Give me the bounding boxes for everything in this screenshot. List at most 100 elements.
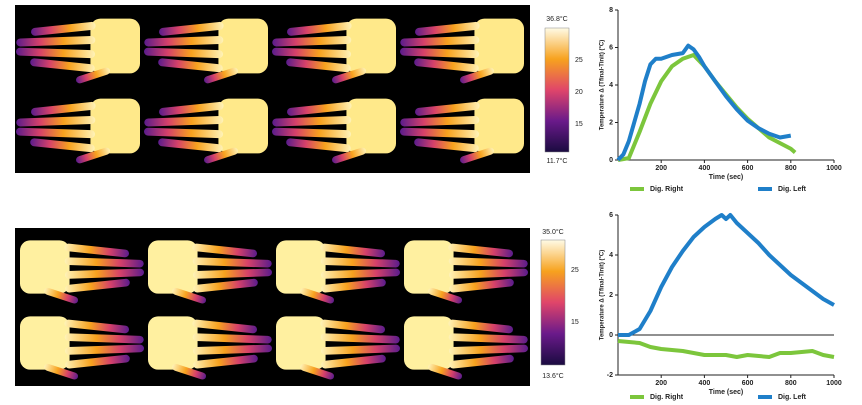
- hand: [144, 98, 268, 164]
- finger: [144, 116, 224, 127]
- finger: [31, 21, 96, 36]
- palm: [474, 18, 524, 74]
- finger: [158, 58, 223, 73]
- y-axis-label: Temperature Δ (Tfinal-Tinit) (°C): [600, 40, 606, 131]
- finger: [16, 47, 96, 59]
- finger: [287, 21, 352, 36]
- colorbar-tick: 15: [571, 319, 579, 326]
- colorbar-max: 35.0°C: [542, 228, 563, 236]
- y-tick-label: 6: [609, 212, 613, 219]
- hand: [276, 240, 400, 304]
- finger: [320, 319, 386, 334]
- x-tick-label: 1000: [826, 380, 842, 387]
- finger: [64, 268, 144, 279]
- palm: [90, 98, 140, 154]
- y-tick-label: 2: [609, 119, 613, 126]
- palm: [346, 98, 396, 154]
- palm: [90, 18, 140, 74]
- line-series: [617, 339, 835, 359]
- finger: [192, 257, 272, 268]
- x-tick-label: 200: [655, 165, 667, 172]
- finger: [321, 354, 386, 369]
- finger: [320, 257, 400, 268]
- palm: [218, 98, 268, 154]
- colorbar: [544, 27, 570, 153]
- finger: [321, 278, 386, 293]
- palm: [404, 240, 454, 294]
- x-tick-label: 1000: [826, 165, 842, 172]
- finger: [320, 333, 400, 344]
- thumb: [332, 147, 367, 164]
- finger: [192, 344, 272, 355]
- y-tick-label: 8: [609, 7, 613, 14]
- thumb: [460, 67, 495, 84]
- thumb: [76, 67, 111, 84]
- palm: [148, 240, 198, 294]
- legend-label: Dig. Left: [778, 394, 807, 401]
- legend-label: Dig. Left: [778, 186, 807, 193]
- finger: [16, 36, 96, 47]
- finger: [286, 138, 351, 153]
- hand: [148, 316, 272, 380]
- hand: [16, 18, 140, 84]
- thumb: [428, 287, 463, 304]
- x-tick-label: 800: [785, 380, 797, 387]
- hands: [16, 18, 528, 380]
- colorbar-tick: 25: [575, 57, 583, 64]
- finger: [448, 344, 528, 355]
- thumb: [44, 287, 79, 304]
- hand: [20, 316, 144, 380]
- finger: [320, 243, 386, 258]
- finger: [64, 243, 130, 258]
- thumb: [44, 363, 79, 380]
- legend-label: Dig. Right: [650, 186, 684, 193]
- hand: [20, 240, 144, 304]
- legend-label: Dig. Right: [650, 394, 684, 401]
- finger: [272, 36, 352, 47]
- finger: [192, 333, 272, 344]
- finger: [320, 268, 400, 279]
- palm: [20, 316, 70, 370]
- colorbar-tick: 15: [575, 121, 583, 128]
- colorbar-tick: 25: [571, 267, 579, 274]
- colorbar-max: 36.8°C: [546, 15, 567, 23]
- finger: [286, 58, 351, 73]
- finger: [144, 36, 224, 47]
- line-series: [618, 213, 835, 337]
- finger: [272, 127, 352, 139]
- finger: [144, 127, 224, 139]
- hand: [16, 98, 140, 164]
- x-tick-label: 400: [699, 165, 711, 172]
- finger: [449, 354, 514, 369]
- finger: [400, 36, 480, 47]
- hand: [404, 316, 528, 380]
- palm: [404, 316, 454, 370]
- finger: [414, 58, 479, 73]
- y-axis-label: Temperature Δ (Tfinal-Tinit) (°C): [600, 250, 606, 341]
- finger: [64, 319, 130, 334]
- finger: [448, 333, 528, 344]
- thumb: [172, 363, 207, 380]
- x-axis-label: Time (sec): [709, 389, 744, 396]
- palm: [474, 98, 524, 154]
- palm: [148, 316, 198, 370]
- hand: [400, 98, 524, 164]
- finger: [158, 138, 223, 153]
- finger: [64, 344, 144, 355]
- finger: [415, 101, 480, 116]
- x-tick-label: 600: [742, 165, 754, 172]
- hand: [272, 98, 396, 164]
- line-series: [616, 43, 792, 162]
- x-axis-label: Time (sec): [709, 174, 744, 181]
- colorbar-min: 11.7°C: [547, 157, 568, 165]
- finger: [415, 21, 480, 36]
- finger: [144, 47, 224, 59]
- finger: [448, 319, 514, 334]
- finger: [159, 21, 224, 36]
- palm: [218, 18, 268, 74]
- y-tick-label: 4: [609, 82, 613, 89]
- finger: [320, 344, 400, 355]
- finger: [192, 243, 258, 258]
- y-tick-label: 4: [609, 252, 613, 259]
